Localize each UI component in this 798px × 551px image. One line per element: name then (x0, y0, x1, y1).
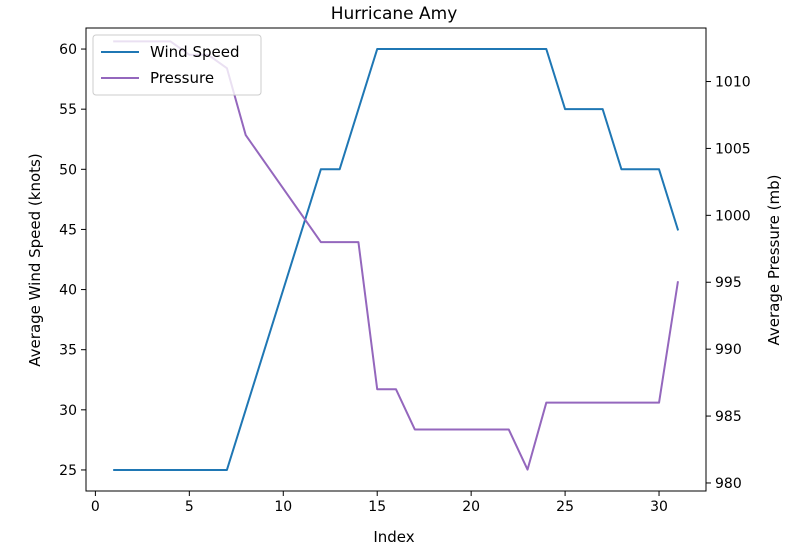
legend: Wind Speed Pressure (92, 34, 262, 96)
y2-tick-label: 980 (715, 476, 742, 492)
y2-tick-label: 1005 (715, 141, 751, 157)
x-tick-label: 20 (462, 499, 480, 515)
y2-tick-label: 1000 (715, 208, 751, 224)
y-tick-label: 45 (59, 222, 77, 238)
x-tick-label: 30 (650, 499, 668, 515)
plot-frame (85, 27, 707, 492)
legend-label: Pressure (150, 69, 214, 87)
y-axis-label: Average Wind Speed (knots) (26, 153, 44, 366)
legend-label: Wind Speed (150, 43, 240, 61)
y-tick-label: 30 (59, 403, 77, 419)
y-tick-label: 35 (59, 343, 77, 359)
y-tick-label: 40 (59, 283, 77, 299)
x-axis-label: Index (373, 528, 414, 546)
y-tick-label: 50 (59, 162, 77, 178)
y2-tick-label: 990 (715, 342, 742, 358)
y-tick-label: 25 (59, 463, 77, 479)
y-tick-label: 60 (59, 42, 77, 58)
plot-area: 0 5 10 15 20 25 30 25 30 35 40 45 50 55 60 980 985 990 995… (59, 27, 751, 515)
y-tick-label: 55 (59, 102, 77, 118)
chart-title: Hurricane Amy (331, 4, 458, 24)
y2-tick-label: 1010 (715, 75, 751, 91)
y2-axis-label: Average Pressure (mb) (765, 174, 783, 345)
x-tick-label: 0 (91, 499, 100, 515)
x-tick-label: 15 (368, 499, 386, 515)
series-line-0 (113, 48, 680, 471)
y2-tick-label: 995 (715, 275, 742, 291)
y2-tick-label: 985 (715, 409, 742, 425)
legend-box (92, 34, 262, 96)
x-tick-label: 10 (274, 499, 292, 515)
x-tick-label: 25 (556, 499, 574, 515)
x-tick-label: 5 (185, 499, 194, 515)
